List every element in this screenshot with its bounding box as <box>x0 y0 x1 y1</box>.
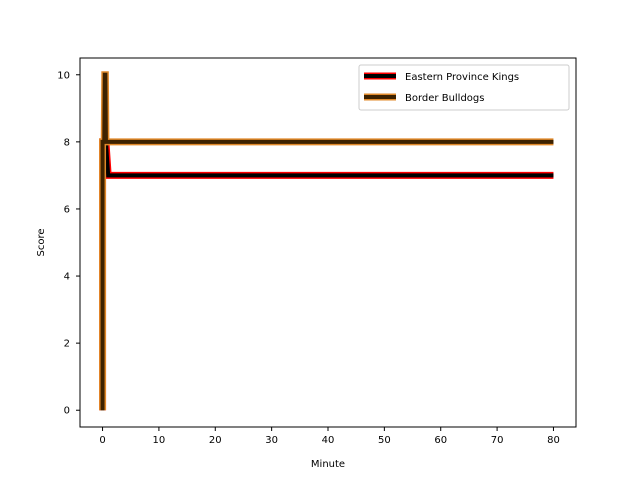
y-tick-label: 6 <box>64 204 70 215</box>
y-axis-title: Score <box>36 228 47 256</box>
legend-entry-2: Border Bulldogs <box>364 93 484 104</box>
x-axis-title: Minute <box>311 459 345 470</box>
series-layer <box>99 71 554 411</box>
y-tick-label: 4 <box>64 272 70 283</box>
y-tick-label: 10 <box>57 70 70 81</box>
x-tick-label: 70 <box>491 435 504 446</box>
legend-label: Eastern Province Kings <box>405 72 519 83</box>
x-tick-label: 80 <box>547 435 560 446</box>
x-axis: 0 10 20 30 40 50 60 70 80 <box>99 427 560 446</box>
x-tick-label: 50 <box>378 435 391 446</box>
y-tick-label: 8 <box>64 137 70 148</box>
legend-label: Border Bulldogs <box>405 93 484 104</box>
y-tick-label: 0 <box>64 406 70 417</box>
legend-box <box>358 64 570 111</box>
series-line-core <box>100 72 554 411</box>
x-tick-label: 30 <box>265 435 278 446</box>
x-tick-label: 20 <box>209 435 222 446</box>
y-axis: 0 2 4 6 8 10 <box>57 70 80 417</box>
x-tick-label: 10 <box>153 435 166 446</box>
x-tick-label: 60 <box>434 435 447 446</box>
x-tick-label: 0 <box>99 435 105 446</box>
x-tick-label: 40 <box>322 435 335 446</box>
y-tick-label: 2 <box>64 339 70 350</box>
legend: Eastern Province Kings Border Bulldogs <box>358 64 570 111</box>
legend-entry-1: Eastern Province Kings <box>364 72 519 83</box>
series-line-2 <box>99 71 554 411</box>
